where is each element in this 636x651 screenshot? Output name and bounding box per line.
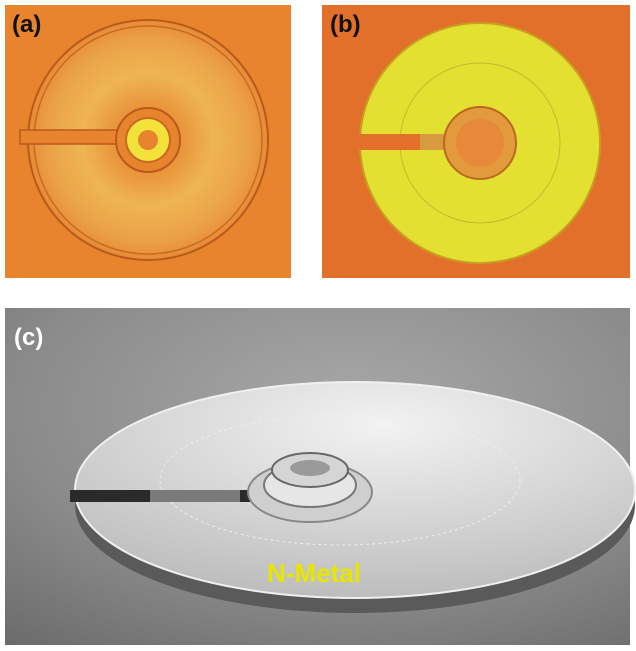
panel-label: (c)	[14, 324, 43, 351]
panel-a: (a)	[5, 5, 291, 278]
mesa-center	[138, 130, 158, 150]
panel-b: (b)	[322, 5, 630, 278]
slot	[20, 130, 130, 144]
figure: (a) (b) (c) N-Metal	[0, 0, 636, 651]
mesa	[456, 119, 504, 167]
page: (a) (b) (c) N-Metal (() => { const data …	[0, 0, 636, 651]
slot-contact	[150, 490, 240, 502]
panel-label: (b)	[330, 11, 361, 38]
annotation: N-Metal	[267, 558, 361, 588]
panel-c: (c) N-Metal	[5, 308, 635, 645]
panel-label: (a)	[12, 11, 41, 38]
mesa-center	[290, 460, 330, 476]
